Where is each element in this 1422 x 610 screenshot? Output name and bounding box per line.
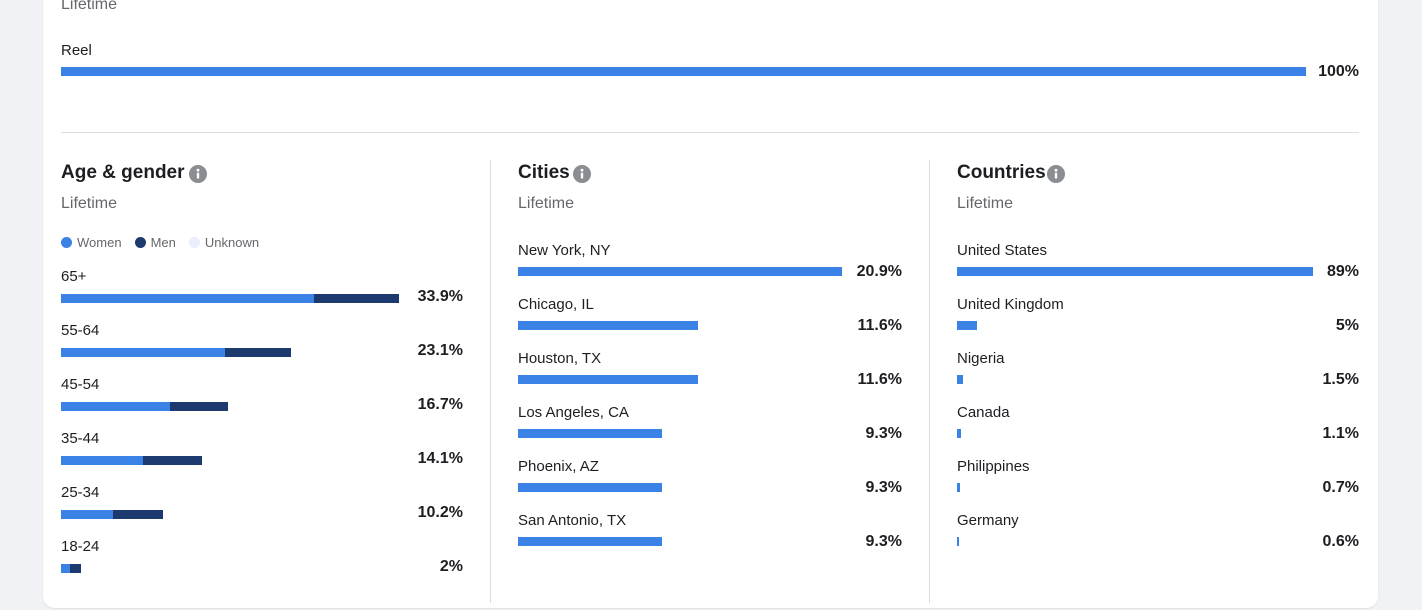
row-value: 33.9% [417,288,463,305]
legend-dot [188,237,200,248]
bar [957,537,960,546]
bar-women [61,456,143,465]
top-period: Lifetime [61,0,118,13]
section-title: Age & gender [61,162,185,183]
row-value: 1.5% [1322,371,1359,388]
row-value: 0.7% [1322,479,1359,496]
row-value: 14.1% [417,450,463,467]
bar [957,321,977,330]
row-label: Nigeria [957,350,1005,367]
bar-men [224,348,292,357]
section-title: Countries [957,162,1046,183]
bar [957,429,962,438]
row-label: 18-24 [61,538,100,555]
row-label: San Antonio, TX [518,512,627,529]
row-label: United States [957,242,1048,259]
info-glyph [1047,165,1065,183]
divider [929,160,930,603]
divider [490,160,491,603]
section-period: Lifetime [957,195,1014,212]
bar [518,321,698,330]
row-label: 65+ [61,268,87,285]
legend-dot [134,237,146,248]
row-label: Canada [957,404,1010,421]
row-value: 23.1% [417,342,463,359]
bar-men [69,564,81,573]
info-icon[interactable] [1047,165,1065,183]
row-label: Houston, TX [518,350,602,367]
bar-men [112,510,163,519]
bar [957,267,1313,276]
info-glyph [189,165,207,183]
row-label: 55-64 [61,322,100,339]
row-value: 10.2% [417,504,463,521]
row-label: Philippines [957,458,1030,475]
card [43,0,1378,608]
bar [518,375,698,384]
row-label: Reel [61,42,92,59]
section-title: Cities [518,162,570,183]
row-value: 9.3% [865,479,902,496]
bar-men [314,294,399,303]
row-value: 89% [1326,263,1359,280]
row-value: 11.6% [857,371,902,388]
row-label: 45-54 [61,376,100,393]
row-value: 0.6% [1322,533,1359,550]
row-value: 9.3% [865,533,902,550]
row-label: 35-44 [61,430,100,447]
bar [518,483,663,492]
bar-men [142,456,202,465]
bar [957,483,960,492]
bar-women [61,348,225,357]
bar [518,429,663,438]
bar [61,67,1306,76]
divider [61,132,1359,133]
bar [957,375,963,384]
row-label: Germany [957,512,1019,529]
section-period: Lifetime [518,195,575,212]
bar-women [61,294,315,303]
bar-women [61,510,113,519]
bar-women [61,402,170,411]
row-value: 20.9% [856,263,902,280]
bar [518,267,842,276]
row-value: 11.6% [857,317,902,334]
legend-label[interactable]: Unknown [204,235,260,250]
row-label: Phoenix, AZ [518,458,599,475]
row-label: New York, NY [518,242,611,259]
row-label: Los Angeles, CA [518,404,629,421]
bar-men [169,402,228,411]
legend-label[interactable]: Men [150,235,176,250]
legend-label[interactable]: Women [77,235,122,250]
info-icon[interactable] [189,165,207,183]
bar-women [61,564,70,573]
row-label: United Kingdom [957,296,1064,313]
row-label: 25-34 [61,484,100,501]
row-value: 100% [1318,63,1359,80]
row-value: 5% [1335,317,1359,334]
legend-dot [61,237,72,248]
row-value: 1.1% [1322,425,1359,442]
row-value: 2% [439,558,463,575]
info-glyph [573,165,591,183]
section-period: Lifetime [61,195,118,212]
row-value: 16.7% [417,396,463,413]
row-label: Chicago, IL [518,296,594,313]
row-value: 9.3% [865,425,902,442]
bar [518,537,663,546]
info-icon[interactable] [573,165,591,183]
